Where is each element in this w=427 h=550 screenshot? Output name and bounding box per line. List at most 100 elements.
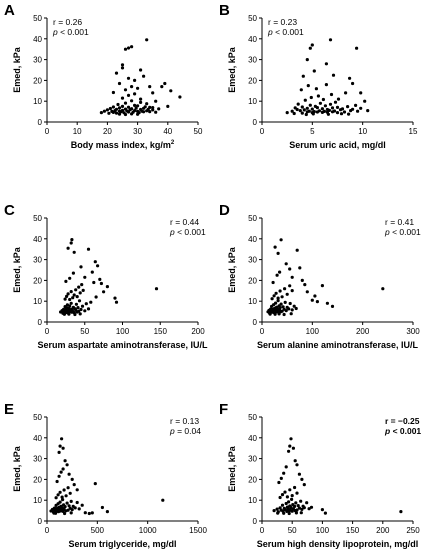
data-point [325,301,329,305]
x-tick-label: 100 [116,327,130,336]
y-tick-label: 10 [33,496,42,505]
data-point [142,74,146,78]
x-tick-label: 100 [306,327,320,336]
data-point [272,294,276,298]
data-point [308,103,312,107]
data-point [284,501,288,506]
data-point [287,511,291,516]
data-point [126,110,131,114]
data-point [64,279,68,283]
data-point [300,507,304,511]
data-point [89,300,93,304]
data-point [335,111,340,115]
data-point [276,299,280,303]
data-point [292,304,296,308]
y-tick-label: 30 [248,56,257,65]
panel-letter: F [219,401,228,418]
data-point [98,277,102,281]
data-point [285,292,289,296]
data-point [117,112,122,116]
data-point [276,511,280,515]
data-point [57,474,61,478]
stat-p-text: < 0.001 [390,426,421,436]
data-point [80,503,84,507]
x-tick-label: 300 [406,327,420,336]
data-point [130,107,134,111]
data-point [268,312,272,316]
panel-letter: C [4,202,15,219]
data-point [288,267,292,271]
data-point [148,105,152,109]
data-point [60,437,64,441]
x-tick-label: 40 [163,127,172,136]
data-point [280,493,285,497]
y-tick-label: 30 [33,455,42,464]
data-point [111,105,115,109]
data-point [69,301,73,305]
data-point [294,511,298,515]
data-point [61,498,65,502]
data-point [58,444,62,448]
data-point [306,84,310,88]
data-point [356,109,360,113]
data-point [298,266,302,270]
data-point [320,107,324,111]
data-point [297,472,301,476]
data-point [96,264,100,268]
data-point [66,486,70,490]
data-point [148,85,152,89]
data-point [74,302,78,306]
y-axis-label: Emed, kPa [12,246,22,293]
stat-r-value: r = 0.13 [170,416,199,426]
data-point [280,503,285,507]
data-point [61,446,65,450]
data-point [151,91,155,95]
data-point [157,107,161,111]
data-point [79,307,83,312]
data-point [86,247,91,251]
y-tick-label: 20 [33,276,42,285]
data-point [80,283,84,287]
x-tick-label: 0 [260,526,265,535]
panel-c: C 0 10 20 30 40 50 0 50 100 150 200 Emed, kPa Serum a… [4,202,208,350]
data-point [289,312,293,316]
data-point [278,270,282,274]
data-point [66,292,70,296]
y-tick-label: 40 [33,235,42,244]
x-tick-label: 100 [316,526,330,535]
data-point [123,112,128,117]
y-tick-label: 40 [33,434,42,443]
data-point [276,296,280,300]
data-point [70,477,74,481]
data-point [340,107,345,111]
x-tick-label: 10 [73,127,82,136]
x-tick-label: 250 [406,526,420,535]
data-point [320,508,324,512]
data-point [151,108,155,112]
data-point [311,112,315,116]
data-point [279,476,283,480]
x-axis-label: Serum uric acid, mg/dl [289,140,386,150]
data-point [72,293,76,297]
data-point [80,304,85,308]
y-tick-label: 20 [248,475,257,484]
stat-p-text: < 0.001 [175,227,206,237]
y-tick-label: 20 [248,276,257,285]
data-point [70,238,74,242]
x-axis-label-text: Serum alanine aminotransferase, IU/L [257,340,419,350]
data-point [55,479,59,484]
data-point [66,508,70,512]
panel-letter: E [4,401,14,418]
data-point [287,307,291,311]
data-point [275,273,279,277]
y-tick-label: 20 [33,76,42,85]
data-point [133,92,137,96]
data-point [63,297,67,301]
x-tick-label: 15 [409,127,418,136]
data-point [120,96,125,100]
panel-d: D 0 10 20 30 40 50 0 100 200 300 Emed, kPa Serum ala… [219,202,421,350]
data-point [63,459,67,463]
data-point [133,78,137,82]
data-point [126,105,131,109]
